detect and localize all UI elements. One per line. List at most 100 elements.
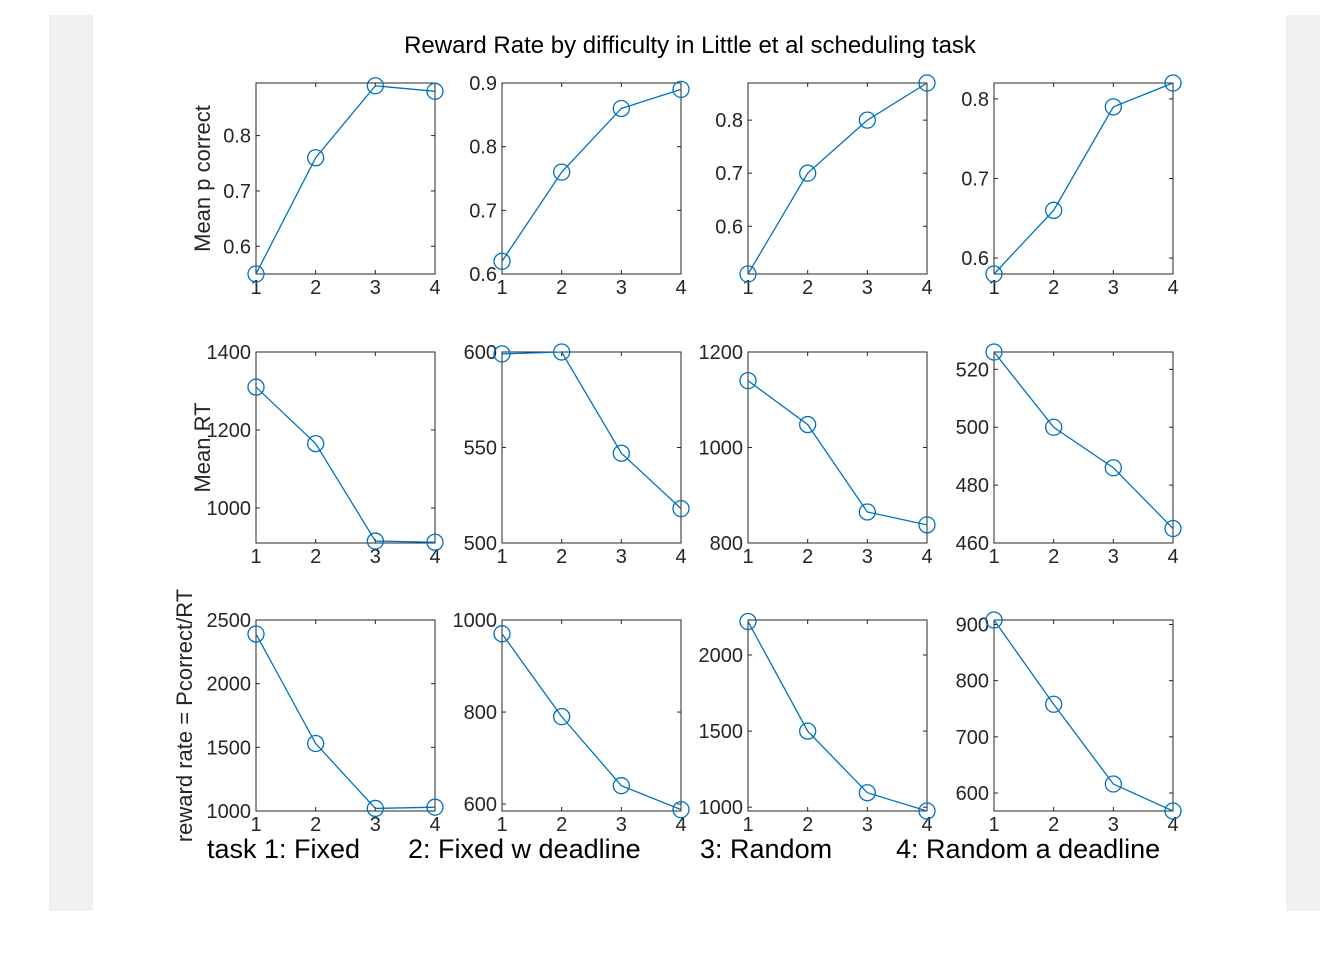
x-tick-label: 4 bbox=[429, 277, 440, 299]
x-tick-label: 4 bbox=[675, 277, 686, 299]
x-tick-label: 4 bbox=[1167, 546, 1178, 568]
data-point bbox=[985, 343, 1003, 361]
y-tick-label: 0.7 bbox=[223, 181, 251, 203]
y-tick-label: 600 bbox=[464, 794, 497, 816]
data-point bbox=[918, 802, 936, 820]
x-tick-label: 1 bbox=[742, 277, 753, 299]
x-tick-label: 2 bbox=[1048, 814, 1059, 836]
y-tick-label: 1000 bbox=[207, 801, 252, 823]
subplot-3-2: 1 2 3 4 600 800 1000 bbox=[453, 610, 690, 836]
x-tick-label: 2 bbox=[310, 814, 321, 836]
task-label-2: 2: Fixed w deadline bbox=[408, 834, 641, 864]
x-tick-label: 2 bbox=[1048, 546, 1059, 568]
x-tick-label: 1 bbox=[742, 814, 753, 836]
series-line bbox=[993, 351, 1174, 529]
x-tick-label: 4 bbox=[675, 814, 686, 836]
y-tick-label: 520 bbox=[956, 359, 989, 381]
y-tick-label: 1000 bbox=[207, 498, 252, 520]
x-tick-label: 3 bbox=[1108, 277, 1119, 299]
y-tick-label: 600 bbox=[464, 342, 497, 364]
y-tick-label: 1500 bbox=[699, 721, 744, 743]
x-tick-label: 1 bbox=[988, 546, 999, 568]
data-point bbox=[918, 74, 936, 92]
data-point bbox=[739, 612, 757, 631]
x-tick-label: 3 bbox=[616, 277, 627, 299]
subplot-1-2: 1 2 3 4 0.6 0.7 0.8 0.9 bbox=[469, 73, 690, 299]
x-tick-label: 3 bbox=[616, 546, 627, 568]
data-point bbox=[1045, 695, 1063, 713]
data-point bbox=[553, 708, 571, 726]
subplot-grid: 1 2 3 4 0.6 0.7 0.8 Mean p correct 1 2 3 4 0.6 0.7 0.8… bbox=[172, 73, 1182, 842]
series-line bbox=[501, 633, 682, 811]
data-point bbox=[366, 532, 384, 550]
x-tick-label: 1 bbox=[988, 814, 999, 836]
y-tick-label: 1200 bbox=[699, 342, 744, 364]
data-point bbox=[858, 111, 876, 129]
x-tick-label: 4 bbox=[429, 814, 440, 836]
y-tick-label: 1500 bbox=[207, 737, 252, 759]
x-tick-label: 2 bbox=[802, 546, 813, 568]
subplot-2-2: 1 2 3 4 500 550 600 bbox=[464, 342, 690, 568]
y-axis-title: Mean RT bbox=[190, 402, 215, 492]
series-line bbox=[993, 619, 1174, 812]
data-point bbox=[985, 611, 1003, 629]
axes-box bbox=[993, 619, 1174, 812]
x-tick-label: 3 bbox=[1108, 814, 1119, 836]
data-point bbox=[672, 499, 690, 518]
x-tick-label: 4 bbox=[675, 546, 686, 568]
series-line bbox=[501, 88, 682, 262]
x-tick-label: 3 bbox=[616, 814, 627, 836]
y-tick-label: 0.7 bbox=[961, 169, 989, 191]
x-tick-label: 2 bbox=[310, 277, 321, 299]
y-tick-label: 500 bbox=[464, 533, 497, 555]
series-line bbox=[747, 621, 928, 812]
series-line bbox=[255, 386, 436, 543]
axes-box bbox=[255, 619, 436, 812]
axes-box bbox=[501, 82, 682, 275]
data-point bbox=[493, 345, 511, 363]
x-tick-label: 1 bbox=[988, 277, 999, 299]
y-tick-label: 700 bbox=[956, 727, 989, 749]
data-point bbox=[858, 784, 876, 802]
y-tick-label: 460 bbox=[956, 533, 989, 555]
y-tick-label: 1000 bbox=[453, 610, 498, 632]
x-tick-label: 1 bbox=[250, 546, 261, 568]
data-point bbox=[307, 734, 325, 753]
y-tick-label: 2000 bbox=[207, 674, 252, 696]
y-tick-label: 800 bbox=[710, 533, 743, 555]
subplot-2-1: 1 2 3 4 1000 1200 1400 Mean RT bbox=[190, 342, 444, 568]
data-point bbox=[1104, 459, 1122, 477]
x-tick-label: 4 bbox=[1167, 814, 1178, 836]
subplot-1-1: 1 2 3 4 0.6 0.7 0.8 Mean p correct bbox=[190, 77, 444, 299]
y-tick-label: 0.6 bbox=[961, 248, 989, 270]
series-line bbox=[501, 351, 682, 510]
series-line bbox=[747, 82, 928, 275]
subplot-2-4: 1 2 3 4 460 480 500 520 bbox=[956, 343, 1182, 568]
data-point bbox=[739, 265, 757, 283]
x-tick-label: 4 bbox=[429, 546, 440, 568]
data-point bbox=[307, 434, 325, 453]
x-tick-label: 4 bbox=[921, 277, 932, 299]
data-point bbox=[426, 82, 444, 100]
data-point bbox=[739, 371, 757, 390]
y-tick-label: 480 bbox=[956, 475, 989, 497]
y-tick-label: 800 bbox=[464, 702, 497, 724]
data-point bbox=[1164, 519, 1182, 538]
data-point bbox=[247, 265, 265, 283]
data-point bbox=[247, 625, 265, 643]
data-point bbox=[1164, 802, 1182, 820]
axes-box bbox=[255, 351, 436, 544]
y-tick-label: 1200 bbox=[207, 420, 252, 442]
y-tick-label: 900 bbox=[956, 614, 989, 636]
series-line bbox=[255, 85, 436, 275]
x-tick-label: 4 bbox=[1167, 277, 1178, 299]
x-tick-label: 2 bbox=[1048, 277, 1059, 299]
data-point bbox=[918, 516, 936, 534]
task-label-3: 3: Random bbox=[700, 834, 832, 864]
data-point bbox=[985, 265, 1003, 283]
data-point bbox=[493, 625, 511, 643]
data-point bbox=[612, 444, 630, 462]
y-tick-label: 0.6 bbox=[223, 236, 251, 258]
data-point bbox=[672, 800, 690, 819]
x-tick-label: 1 bbox=[742, 546, 753, 568]
